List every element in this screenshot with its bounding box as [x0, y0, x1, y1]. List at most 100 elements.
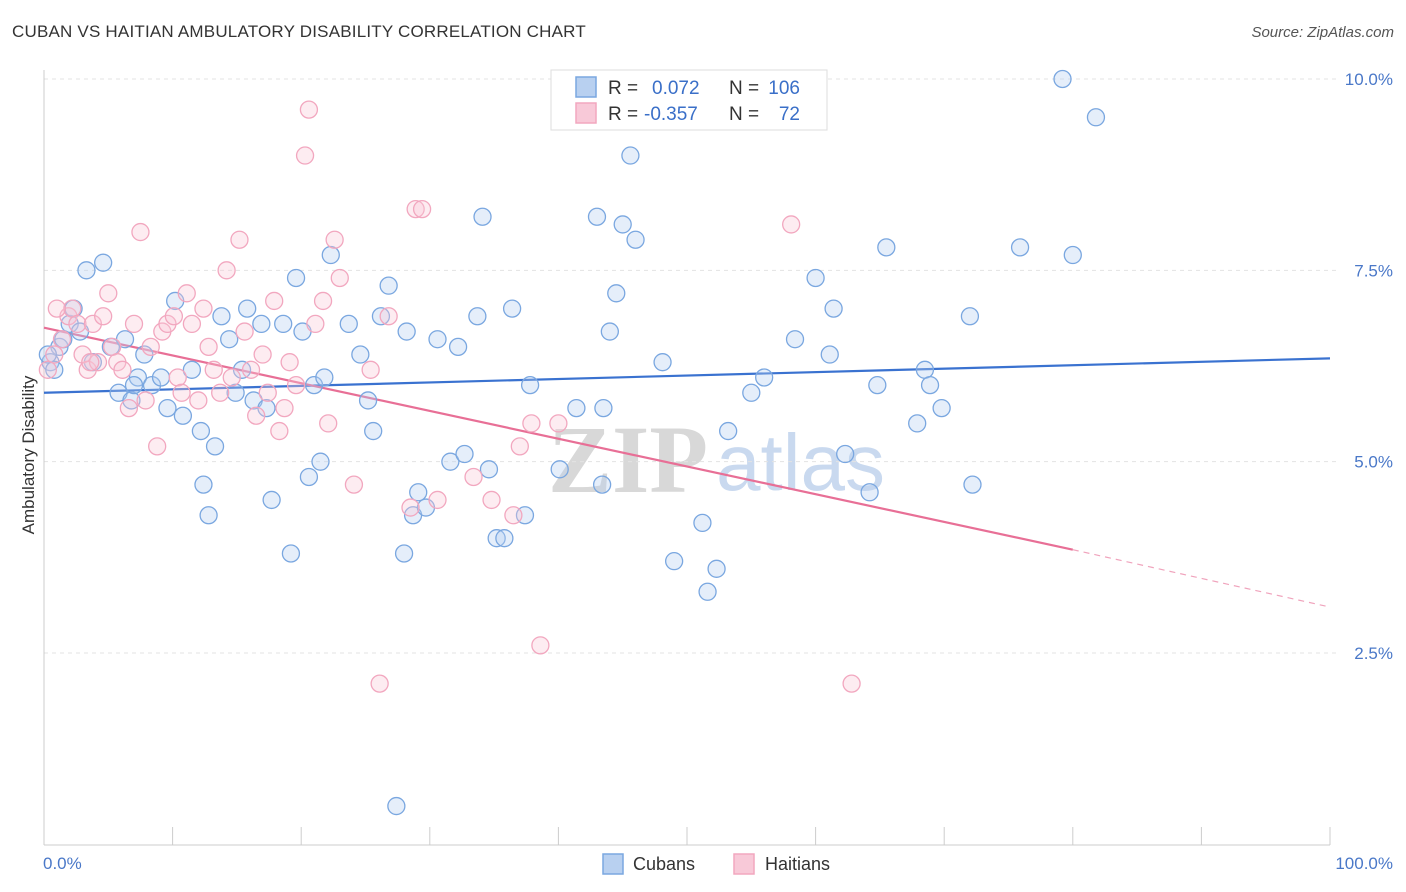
cubans-point [908, 414, 927, 433]
cubans-point [824, 299, 843, 318]
watermark-zip: ZIP [548, 406, 708, 513]
haitians-point [235, 322, 254, 341]
y-tick-labels: 2.5% 5.0% 7.5% 10.0% [1345, 70, 1393, 663]
cubans-point [311, 452, 330, 471]
cubans-point [448, 337, 468, 357]
cubans-point [182, 360, 202, 379]
bottom-legend: Cubans Haitians [602, 853, 830, 875]
cubans-point [158, 398, 177, 418]
haitians-point [406, 199, 425, 219]
cubans-point [321, 245, 340, 265]
haitians-point [217, 261, 236, 280]
haitians-point [119, 398, 139, 418]
cubans-point [387, 796, 406, 816]
cubans-point [409, 483, 428, 502]
legend-r-value-haitians: -0.357 [644, 104, 698, 125]
haitians-point [241, 360, 261, 379]
cubans-point [397, 322, 416, 341]
cubans-point [932, 398, 951, 418]
legend-swatch-haitians [575, 102, 597, 124]
cubans-point [238, 299, 257, 318]
cubans-point [502, 299, 522, 318]
cubans-point [339, 314, 358, 334]
haitians-point [222, 368, 241, 387]
haitians-point [464, 467, 483, 487]
bottom-legend-label-haitians: Haitians [765, 854, 830, 874]
cubans-point [212, 307, 231, 326]
cubans-point [621, 146, 640, 165]
cubans-point [428, 330, 447, 349]
cubans-point [473, 207, 492, 226]
haitians-point [482, 490, 501, 510]
cubans-point [877, 238, 896, 257]
trend-layer [43, 326, 1331, 608]
cubans-point [151, 368, 171, 387]
bottom-legend-swatch-cubans [602, 853, 624, 875]
haitians-point [253, 345, 272, 364]
haitians-point [230, 230, 249, 249]
haitians-point [45, 345, 64, 364]
cubans-point [351, 345, 370, 364]
cubans-point [600, 322, 619, 341]
haitians-point [306, 314, 325, 334]
haitians-point [295, 146, 315, 165]
watermark-atlas: atlas [716, 418, 885, 507]
cubans-point [613, 215, 632, 234]
y-tick-label: 10.0% [1345, 70, 1393, 89]
haitians-point [81, 353, 100, 372]
haitians-point [124, 314, 144, 334]
cubans-point [38, 345, 58, 364]
haitians-point [401, 498, 420, 517]
cubans-point [60, 314, 79, 334]
haitians-point [313, 291, 333, 311]
legend-n-value-haitians: 72 [779, 104, 800, 125]
cubans-point [1086, 108, 1106, 127]
axis-layer [43, 70, 1331, 846]
haitians-point [428, 490, 447, 510]
legend-r-label-haitians: R = [608, 104, 638, 125]
haitians-point [63, 299, 82, 318]
cubans-point [550, 460, 569, 479]
haitians-point [177, 284, 196, 303]
cubans-point [220, 330, 239, 349]
haitians-point [52, 330, 72, 349]
cubans-point [45, 360, 64, 379]
haitians-point [330, 268, 349, 288]
cubans-point [286, 268, 306, 288]
haitians-point [113, 360, 132, 379]
haitians-point [522, 414, 541, 433]
x-tick-label-min: 0.0% [43, 854, 82, 873]
cubans-point [742, 383, 761, 402]
cubans-trend-line [43, 357, 1331, 394]
cubans-point [257, 398, 276, 418]
cubans-point [371, 307, 391, 326]
haitians-trend-line [43, 326, 1074, 551]
haitians-point [172, 383, 191, 402]
haitians-point [510, 437, 529, 456]
haitians-point [211, 383, 230, 402]
legend-r-label-cubans: R = [608, 78, 638, 99]
cubans-point [1053, 69, 1072, 89]
haitians-point [782, 215, 801, 234]
haitians-point [280, 353, 299, 372]
haitians-point [94, 307, 113, 326]
haitians-point [168, 368, 187, 387]
cubans-point [626, 230, 645, 249]
haitians-point [842, 674, 861, 693]
y-tick-label: 7.5% [1354, 261, 1393, 280]
cubans-point [860, 483, 879, 502]
cubans-point [394, 544, 414, 563]
y-axis-title: Ambulatory Disability [19, 375, 38, 534]
cubans-point [487, 529, 506, 548]
cubans-point [963, 475, 982, 494]
haitians-point [47, 299, 67, 318]
cubans-point [226, 383, 245, 402]
cubans-point [755, 368, 774, 387]
haitians-point [270, 421, 289, 441]
chart-title: CUBAN VS HAITIAN AMBULATORY DISABILITY C… [12, 22, 586, 41]
cubans-point [495, 529, 514, 548]
haitians-point [136, 391, 155, 410]
cubans-point [836, 444, 855, 464]
cubans-point [262, 490, 281, 510]
